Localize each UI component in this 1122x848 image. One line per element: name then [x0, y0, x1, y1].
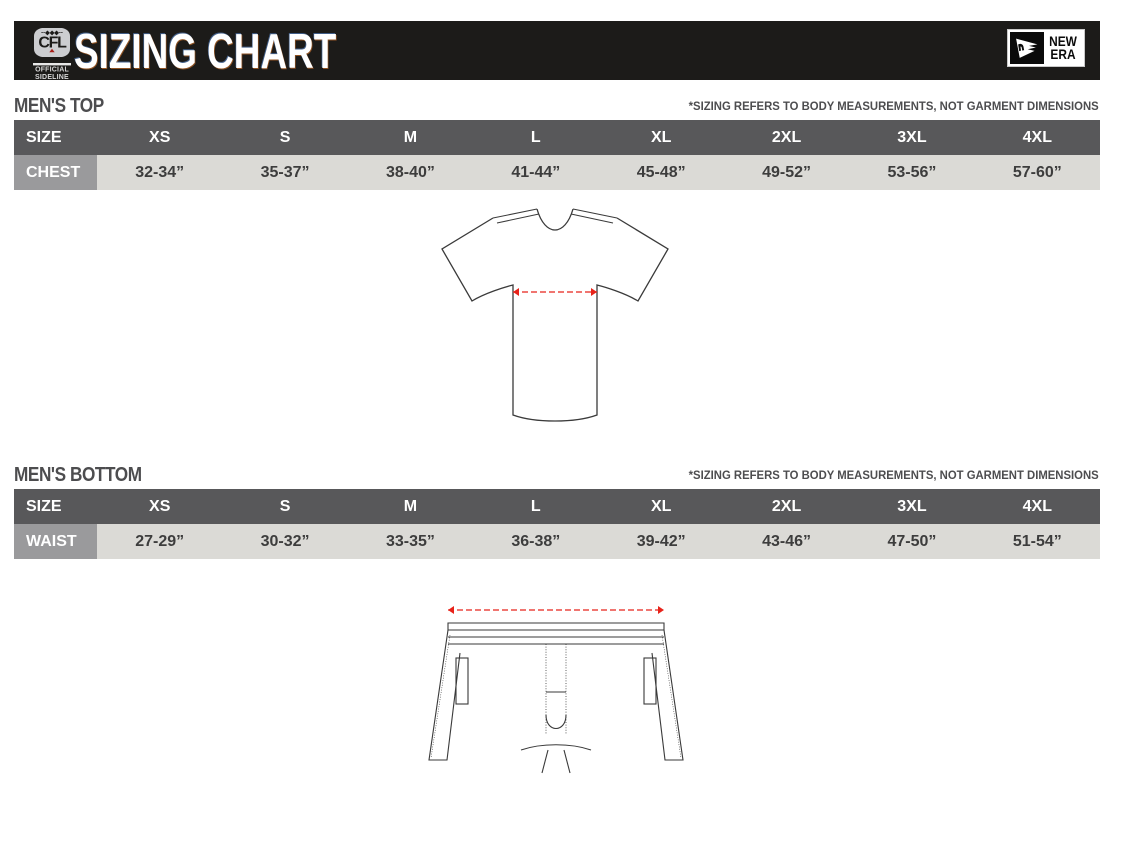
svg-text:CFL: CFL	[38, 35, 67, 52]
svg-text:OFFICIAL: OFFICIAL	[35, 67, 69, 74]
svg-text:SIDELINE: SIDELINE	[35, 74, 69, 81]
